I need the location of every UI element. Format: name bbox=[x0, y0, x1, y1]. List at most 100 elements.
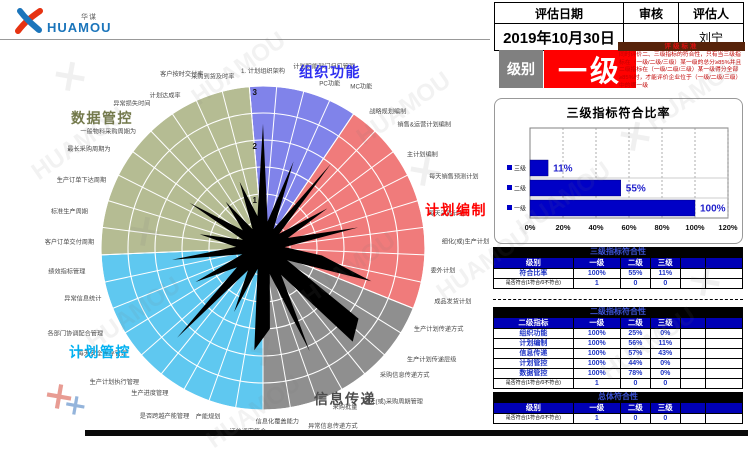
spoke-label: 采购批量 bbox=[333, 403, 358, 411]
spoke-label: 是否跨越产能管理 bbox=[140, 412, 190, 420]
table-cell bbox=[679, 413, 706, 424]
x-axis-tick: 100% bbox=[685, 223, 705, 232]
table-cell: 100% bbox=[572, 368, 621, 379]
table-cell: 数据管控 bbox=[493, 368, 574, 379]
bar bbox=[529, 159, 549, 177]
spoke-label: 1. 计划组织架构 bbox=[241, 67, 285, 75]
column-header: 一级 bbox=[572, 317, 621, 329]
bar-chart: 11% 三级 55% 二级 100% 一级 0% 20% 40% 60% 80% 100% 120% bbox=[507, 127, 738, 232]
level-label: 级别 bbox=[499, 50, 543, 88]
table-cell: 43% bbox=[649, 348, 681, 359]
table-cell: 0% bbox=[649, 328, 681, 339]
table-cell bbox=[704, 338, 744, 349]
x-axis-tick: 0% bbox=[525, 223, 536, 232]
table-cell: 0% bbox=[649, 358, 681, 369]
x-axis-tick: 120% bbox=[718, 223, 738, 232]
table-row: 数据管控 100% 78% 0% bbox=[493, 368, 744, 379]
table-cell bbox=[679, 278, 706, 289]
table-cell: 1 bbox=[572, 413, 621, 424]
table-cell: 计划编制 bbox=[493, 338, 574, 349]
table-cell: 0 bbox=[619, 413, 651, 424]
spoke-label: 每天销售预测计划 bbox=[429, 172, 479, 180]
table-cell: 组织功能 bbox=[493, 328, 574, 339]
spoke-label: 成品发货计划 bbox=[434, 297, 471, 305]
bar-value-label: 55% bbox=[626, 184, 646, 195]
data-table: 二级指标 一级 二级 三级 组织功能 100% 25% 0% 计划编制 100% 56% 11% 信息传… bbox=[493, 317, 744, 389]
rating-standard-text: 同时评价二、三级指标的符合性，只有当三级指标在（一级/二级/三级）某一级的总分≥… bbox=[619, 52, 742, 89]
table-cell: 0 bbox=[649, 413, 681, 424]
header-divider bbox=[0, 39, 490, 40]
table-cell: 56% bbox=[619, 338, 651, 349]
level-badge: 一级 bbox=[544, 50, 636, 88]
spoke-label: 产能规划 bbox=[196, 413, 221, 421]
sector-title: 组织功能 bbox=[299, 64, 361, 80]
overall-compliance-table: 总体符合性 级别 一级 二级 三级 是否符合(1符合/0不符合) 1 0 0 bbox=[493, 392, 744, 424]
spoke-label: 计划达成率 bbox=[150, 92, 181, 100]
table-title: 总体符合性 bbox=[493, 392, 743, 402]
table-cell bbox=[679, 338, 706, 349]
header-table: 评估日期 审核 评估人 2019年10月30日 刘宁 bbox=[494, 2, 744, 51]
radar-axis-tick: 2 bbox=[253, 142, 258, 151]
spoke-label: 生产计划传递方式 bbox=[414, 325, 464, 333]
table-cell: 计划管控 bbox=[493, 358, 574, 369]
table-row: 计划管控 100% 44% 0% bbox=[493, 358, 744, 369]
table-cell bbox=[704, 328, 744, 339]
table-row: 是否符合(1符合/0不符合) 1 0 0 bbox=[493, 378, 744, 389]
table-cell bbox=[679, 268, 706, 279]
spoke-label: 标准生产周期 bbox=[51, 207, 88, 215]
spoke-label: 生产进度管理 bbox=[131, 389, 168, 397]
bottom-bar bbox=[85, 430, 748, 436]
spoke-label: 各部门协调配合管理 bbox=[48, 330, 104, 338]
table-cell: 0 bbox=[649, 378, 681, 389]
spoke-label: 细化(或)生产计划 bbox=[442, 237, 489, 245]
spoke-label: 最长采购周期为 bbox=[67, 145, 110, 153]
data-table: 级别 一级 二级 三级 符合比率 100% 55% 11% 是否符合(1符合/0不符合) 1 0 0 bbox=[493, 257, 744, 289]
dashed-separator bbox=[493, 299, 743, 300]
table-row: 符合比率 100% 55% 11% bbox=[493, 268, 744, 279]
x-axis-tick: 80% bbox=[654, 223, 669, 232]
spoke-label: 采购信息传递方式 bbox=[380, 371, 430, 379]
table-cell: 符合比率 bbox=[493, 268, 574, 279]
spoke-label: 每天(或)采购周期管理 bbox=[363, 397, 423, 405]
level2-compliance-table: 二级指标符合性 二级指标 一级 二级 三级 组织功能 100% 25% 0% 计划编制 100% 56… bbox=[493, 307, 744, 389]
column-header: 三级 bbox=[649, 402, 681, 414]
table-cell: 是否符合(1符合/0不符合) bbox=[493, 413, 574, 424]
rating-standard-box: 评级标准 同时评价二、三级指标的符合性，只有当三级指标在（一级/二级/三级）某一… bbox=[618, 42, 745, 98]
column-header: 三级 bbox=[649, 317, 681, 329]
column-header: 二级指标 bbox=[493, 317, 574, 329]
table-cell: 0 bbox=[619, 278, 651, 289]
spoke-label: 绩效指标管理 bbox=[48, 268, 85, 276]
bar bbox=[529, 179, 622, 197]
table-cell: 是否符合(1符合/0不符合) bbox=[493, 378, 574, 389]
bar-chart-plot: 11% 三级 55% 二级 100% 一级 0% 20% 40% 60% 80% 100% 120% bbox=[507, 127, 738, 232]
spoke-label: 异常损失时间 bbox=[113, 100, 150, 108]
sector-title: 计划编制 bbox=[425, 202, 487, 218]
spoke-label: 异常信息传递方式 bbox=[308, 422, 358, 430]
table-cell: 57% bbox=[619, 348, 651, 359]
logo-x-icon bbox=[15, 8, 43, 34]
table-cell bbox=[679, 328, 706, 339]
spoke-label: 主计划编制 bbox=[407, 150, 438, 158]
level3-compliance-table: 三级指标符合性 级别 一级 二级 三级 符合比率 100% 55% 11% 是否符合(1符合/0不… bbox=[493, 247, 744, 289]
table-cell bbox=[679, 378, 706, 389]
table-header-row: 级别 一级 二级 三级 bbox=[493, 257, 744, 269]
table-row: 计划编制 100% 56% 11% bbox=[493, 338, 744, 349]
column-header: 三级 bbox=[649, 257, 681, 269]
table-cell: 11% bbox=[649, 338, 681, 349]
spoke-label: 销售&运营计划编制 bbox=[397, 121, 451, 129]
column-header: 一级 bbox=[572, 402, 621, 414]
bar bbox=[529, 199, 696, 217]
radar-axis-tick: 1 bbox=[253, 196, 258, 205]
bar-chart-card: 三级指标符合比率 11% 三级 55% 二级 100% 一级 0% 20% 40% 60% 80% 1… bbox=[494, 98, 743, 244]
table-header-row: 级别 一级 二级 三级 bbox=[493, 402, 744, 414]
radar-axis-tick: 3 bbox=[253, 88, 258, 97]
column-header: 一级 bbox=[572, 257, 621, 269]
table-cell bbox=[679, 368, 706, 379]
column-header bbox=[679, 257, 706, 269]
spoke-label: 生产计划传递层级 bbox=[407, 355, 457, 363]
table-cell: 100% bbox=[572, 358, 621, 369]
radar-data-area bbox=[171, 123, 372, 352]
table-cell: 信息传递 bbox=[493, 348, 574, 359]
table-cell: 25% bbox=[619, 328, 651, 339]
table-cell: 100% bbox=[572, 268, 621, 279]
